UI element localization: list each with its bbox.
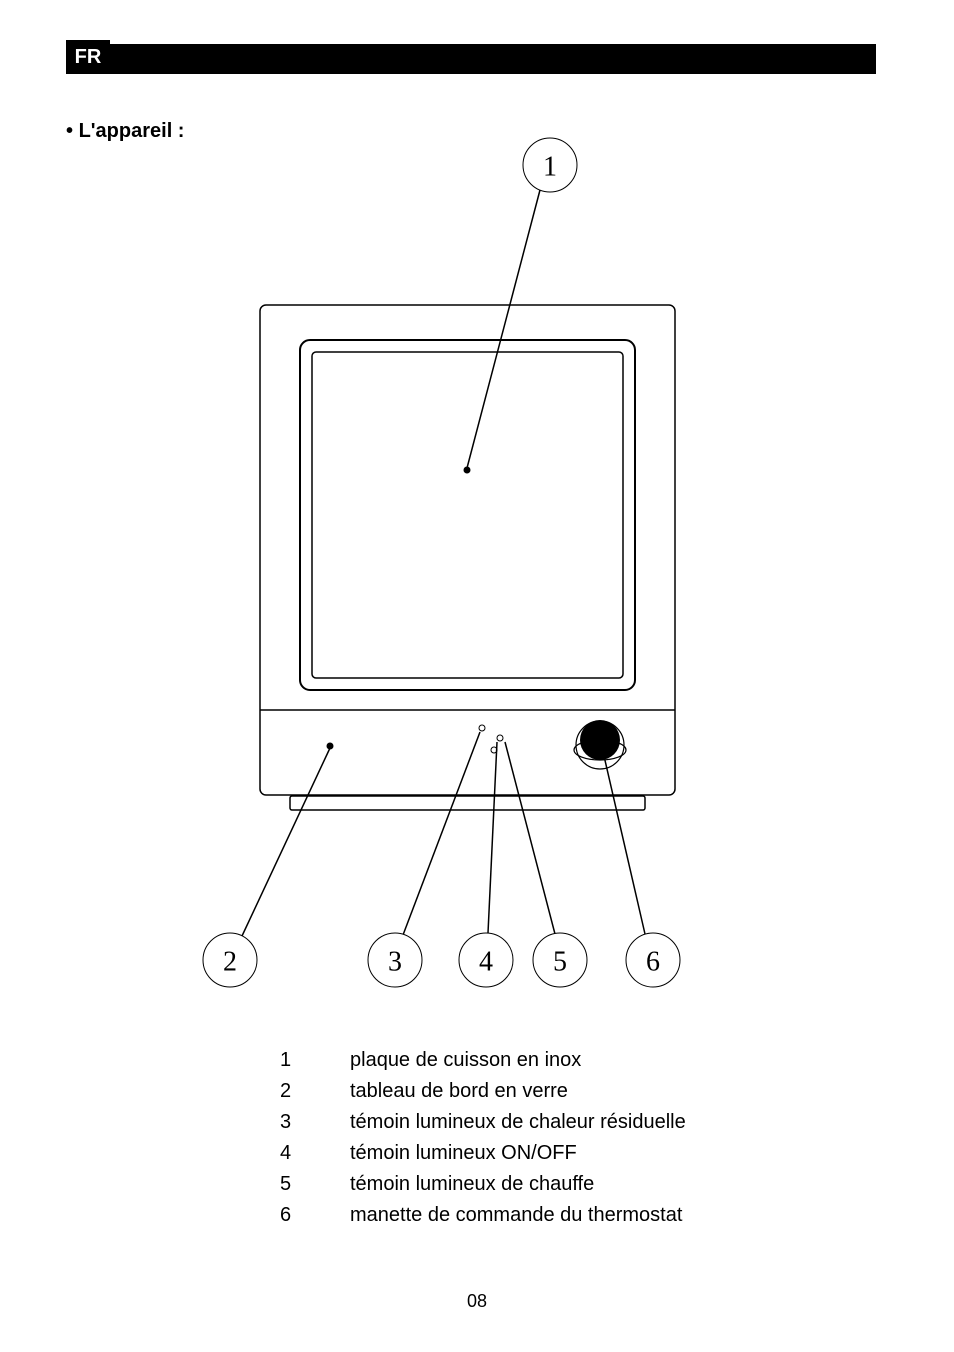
device-base (290, 796, 645, 810)
indicator-led (479, 725, 485, 731)
legend-number: 4 (280, 1138, 350, 1169)
callout-4: 4 (459, 933, 513, 987)
svg-text:4: 4 (479, 947, 493, 978)
header-bar (66, 44, 876, 74)
leader-line (242, 748, 330, 936)
legend-number: 1 (280, 1045, 350, 1076)
device-diagram: 1 2 3 4 5 6 (190, 120, 710, 1010)
legend-row: 1 plaque de cuisson en inox (280, 1045, 686, 1076)
knob-cap (580, 720, 620, 760)
svg-text:1: 1 (543, 152, 557, 183)
title-text: L'appareil (79, 120, 173, 142)
legend-number: 3 (280, 1107, 350, 1138)
callout-1: 1 (523, 138, 577, 192)
legend-label: tableau de bord en verre (350, 1076, 568, 1107)
title-punct: : (172, 120, 184, 142)
svg-text:6: 6 (646, 947, 660, 978)
legend-label: témoin lumineux ON/OFF (350, 1138, 577, 1169)
indicator-led (497, 735, 503, 741)
svg-text:2: 2 (223, 947, 237, 978)
legend-row: 2 tableau de bord en verre (280, 1076, 686, 1107)
callout-3: 3 (368, 933, 422, 987)
leader-line (403, 732, 480, 935)
legend-number: 6 (280, 1200, 350, 1231)
cooking-plate-outer (300, 340, 635, 690)
legend-list: 1 plaque de cuisson en inox 2 tableau de… (280, 1045, 686, 1231)
legend-number: 5 (280, 1169, 350, 1200)
legend-row: 4 témoin lumineux ON/OFF (280, 1138, 686, 1169)
legend-label: plaque de cuisson en inox (350, 1045, 581, 1076)
leader-line (604, 756, 645, 934)
legend-row: 5 témoin lumineux de chauffe (280, 1169, 686, 1200)
legend-label: manette de commande du thermostat (350, 1200, 682, 1231)
callout-6: 6 (626, 933, 680, 987)
leader-line (467, 190, 540, 468)
page-number: 08 (0, 1291, 954, 1312)
bullet: • (66, 120, 73, 142)
leader-dot (464, 467, 471, 474)
cooking-plate-inner (312, 352, 623, 678)
callout-2: 2 (203, 933, 257, 987)
callout-5: 5 (533, 933, 587, 987)
leader-line (505, 742, 555, 934)
svg-text:5: 5 (553, 947, 567, 978)
device-outer-rect (260, 305, 675, 795)
legend-label: témoin lumineux de chauffe (350, 1169, 594, 1200)
leader-line (488, 742, 497, 933)
language-badge: FR (66, 40, 110, 74)
legend-row: 6 manette de commande du thermostat (280, 1200, 686, 1231)
leader-dot (327, 743, 334, 750)
section-title: • L'appareil : (66, 120, 184, 143)
svg-text:3: 3 (388, 947, 402, 978)
legend-number: 2 (280, 1076, 350, 1107)
legend-label: témoin lumineux de chaleur résiduelle (350, 1107, 686, 1138)
legend-row: 3 témoin lumineux de chaleur résiduelle (280, 1107, 686, 1138)
